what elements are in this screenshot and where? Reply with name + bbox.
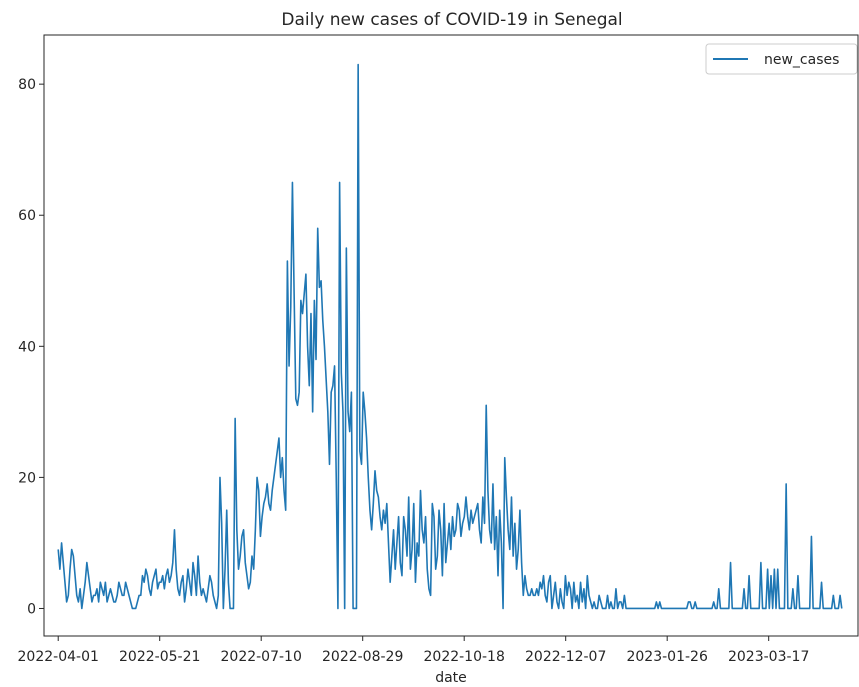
x-tick-label: 2022-12-07 (525, 649, 606, 665)
x-tick-label: 2022-10-18 (424, 649, 505, 665)
legend: new_cases (705, 43, 858, 75)
plot-frame (43, 34, 859, 637)
series-layer (57, 63, 843, 610)
y-tick-label: 60 (18, 208, 36, 224)
y-tick-label: 0 (27, 601, 36, 617)
x-tick-label: 2022-04-01 (18, 649, 99, 665)
chart-title: Daily new cases of COVID-19 in Senegal (281, 10, 622, 30)
x-axis-label: date (435, 670, 467, 686)
x-tick-label: 2022-05-21 (119, 649, 200, 665)
x-tick-label: 2022-08-29 (322, 649, 403, 665)
y-tick-label: 40 (18, 339, 36, 355)
y-tick-label: 20 (18, 470, 36, 486)
axes: 0 20 40 60 80 2022-04-01 2022-05-21 2022-07-10 2… (18, 77, 810, 665)
x-tick-label: 2023-03-17 (728, 649, 809, 665)
legend-box (705, 43, 858, 75)
x-tick-label: 2023-01-26 (626, 649, 707, 665)
legend-label-new-cases: new_cases (764, 52, 839, 68)
series-line-new-cases (57, 63, 843, 610)
y-tick-label: 80 (18, 77, 36, 93)
x-tick-label: 2022-07-10 (221, 649, 302, 665)
